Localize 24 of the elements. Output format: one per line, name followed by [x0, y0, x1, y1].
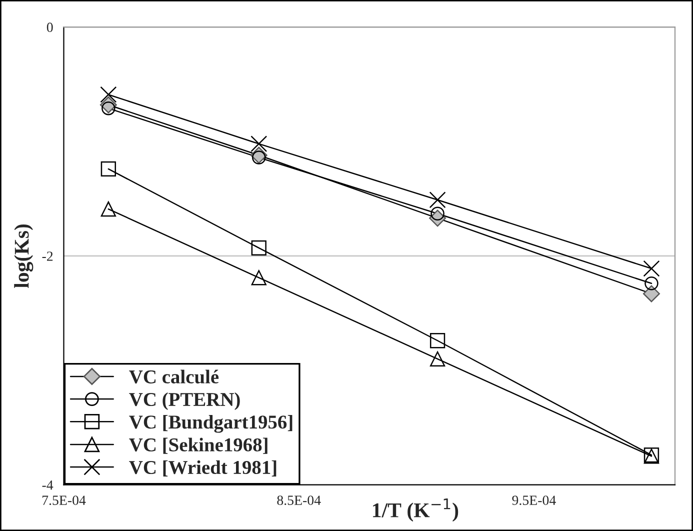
y-tick-label: -2 [42, 252, 53, 261]
point [429, 192, 446, 208]
point [100, 201, 116, 217]
x-tick-label: 9.5E-04 [512, 496, 556, 506]
point [643, 260, 660, 277]
x-axis-title: 1/T (K$^{−1}$) [373, 498, 458, 522]
point [100, 86, 117, 103]
point [644, 276, 658, 290]
legend-label: VC calculé [129, 370, 219, 384]
point [251, 240, 266, 256]
legend-label: VC (PTERN) [129, 392, 240, 410]
y-tick-label: 0 [46, 22, 53, 32]
x-tick-label: 7.5E-04 [42, 496, 86, 506]
point [430, 351, 446, 366]
point [430, 333, 446, 348]
point [250, 136, 268, 152]
legend-label: VC [Wriedt 1981] [129, 460, 276, 476]
y-axis-title: log(Ks) [14, 224, 34, 288]
legend-label: VC [Sekine1968] [129, 438, 268, 454]
legend-label: VC [Bundgart1956] [129, 414, 292, 433]
y-tick-label: -4 [42, 480, 54, 490]
x-tick-label: 8.5E-04 [277, 496, 321, 506]
point [251, 270, 266, 286]
point [100, 161, 116, 177]
